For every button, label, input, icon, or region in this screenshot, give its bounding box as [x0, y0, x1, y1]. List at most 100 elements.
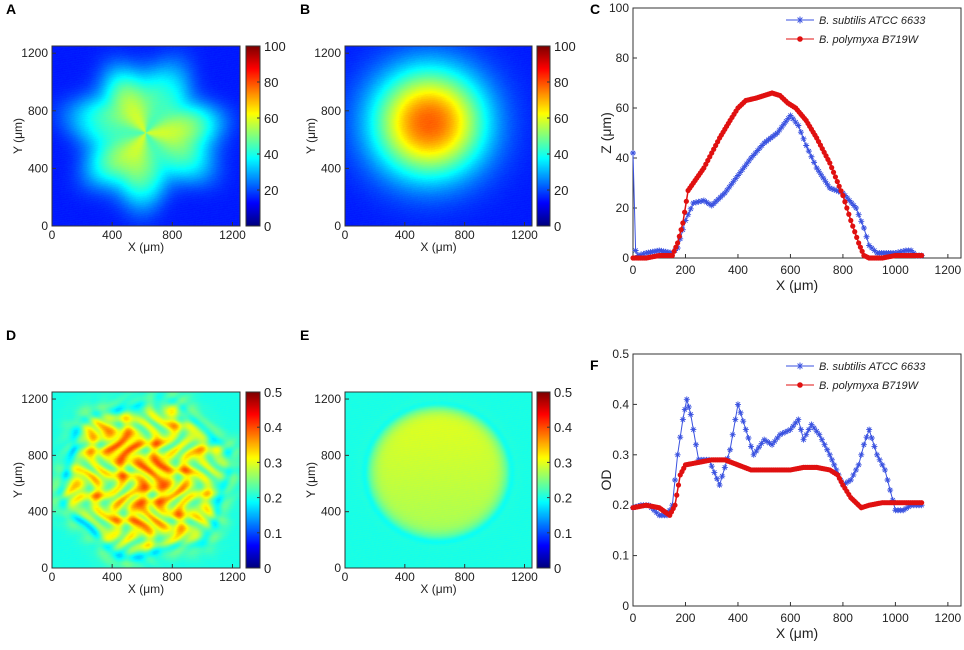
data-point: [854, 234, 860, 240]
data-point: [671, 477, 678, 483]
data-point: [919, 252, 925, 259]
data-point: [826, 451, 833, 458]
data-point: [848, 217, 854, 224]
data-point: [833, 466, 840, 473]
data-point: [679, 416, 686, 423]
x-tick-label: 0: [342, 570, 349, 584]
data-point: [860, 441, 867, 448]
x-tick-label: 800: [833, 611, 853, 625]
colorbar-tick-label: 40: [554, 147, 568, 162]
data-point: [790, 115, 797, 122]
data-point: [737, 169, 744, 176]
data-point: [824, 181, 831, 188]
colorbar-tick-label: 0.2: [264, 491, 282, 506]
data-point: [745, 435, 752, 441]
data-point: [813, 428, 820, 435]
data-point: [677, 235, 684, 242]
legend-label: B. polymyxa B719W: [819, 380, 920, 392]
data-point: [700, 197, 707, 204]
data-point: [850, 471, 857, 478]
y-tick-label: 800: [321, 448, 341, 462]
data-point: [850, 202, 857, 209]
panel-c: C 0 200 400 600 800 1000 1200 0 20 40 60 80 100 X (μm)…: [590, 1, 962, 293]
y-tick-label: 0.3: [612, 448, 629, 462]
data-point: [752, 150, 759, 156]
data-point: [750, 152, 757, 159]
data-point: [727, 446, 734, 453]
data-point: [742, 426, 749, 433]
x-tick-label: 600: [780, 611, 800, 625]
x-tick-label: 800: [833, 263, 853, 277]
data-point: [830, 169, 837, 175]
data-point: [706, 200, 713, 207]
data-point: [745, 157, 752, 164]
data-point: [753, 448, 760, 455]
data-point: [713, 198, 720, 205]
data-point: [795, 122, 802, 129]
data-point: [780, 121, 787, 128]
data-point: [748, 443, 755, 450]
data-point: [690, 200, 697, 206]
data-point: [900, 507, 907, 514]
x-tick-label: 400: [395, 570, 415, 584]
data-point: [879, 461, 886, 468]
data-point: [792, 119, 799, 126]
y-tick-label: 1200: [21, 46, 48, 60]
data-point: [831, 461, 838, 468]
x-tick-label: 1200: [935, 263, 962, 277]
data-point: [632, 247, 639, 254]
data-point: [721, 464, 728, 471]
series-b-subtilis: [630, 112, 925, 259]
y-tick-label: 0.5: [612, 347, 629, 361]
data-point: [828, 456, 835, 463]
x-tick-label: 0: [342, 228, 349, 242]
data-point: [740, 418, 747, 425]
x-tick-label: 0: [630, 611, 637, 625]
y-tick-label: 800: [28, 104, 48, 118]
data-point: [805, 148, 812, 155]
data-point: [719, 473, 726, 480]
series-b-polymyxa: [630, 90, 925, 261]
y-tick-label: 400: [28, 505, 48, 519]
data-point: [844, 205, 850, 211]
y-tick-label: 0: [41, 561, 48, 575]
colorbar: [246, 392, 260, 568]
data-point: [787, 426, 794, 433]
data-point: [897, 248, 904, 255]
colorbar-tick-label: 0.5: [554, 385, 572, 400]
y-tick-label: 60: [616, 101, 630, 115]
data-point: [669, 252, 675, 259]
legend-marker: [797, 382, 803, 388]
data-point: [690, 426, 697, 433]
data-point: [730, 178, 737, 185]
data-point: [776, 431, 783, 438]
data-point: [710, 200, 717, 207]
data-point: [844, 195, 851, 201]
y-tick-label: 400: [321, 505, 341, 519]
data-point: [863, 434, 870, 441]
data-point: [682, 217, 689, 224]
data-point: [682, 209, 688, 215]
data-point: [889, 497, 896, 504]
plot-frame: [51, 45, 241, 227]
panel-letter: E: [300, 327, 309, 343]
data-point: [803, 142, 810, 149]
data-point: [708, 463, 715, 470]
y-axis-label: Y (μm): [11, 462, 25, 498]
legend-marker: [796, 362, 804, 370]
x-axis-label: X (μm): [776, 625, 818, 641]
data-point: [732, 416, 739, 423]
legend: B. subtilis ATCC 6633 B. polymyxa B719W: [786, 15, 926, 46]
colorbar-tick-label: 0: [554, 219, 561, 234]
x-axis-label: X (μm): [420, 240, 456, 254]
heatmap-image: [52, 392, 240, 568]
data-point: [859, 248, 865, 254]
x-tick-label: 800: [162, 570, 182, 584]
y-tick-label: 0.2: [612, 498, 629, 512]
data-point: [687, 411, 694, 418]
data-point: [858, 451, 865, 458]
data-point: [803, 431, 810, 438]
legend-label: B. subtilis ATCC 6633: [819, 361, 926, 373]
y-tick-label: 1200: [314, 392, 341, 406]
